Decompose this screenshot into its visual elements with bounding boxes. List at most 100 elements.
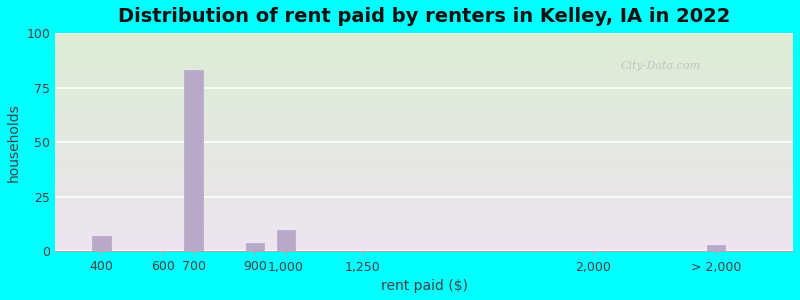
Bar [55,203,793,206]
Bar [55,177,793,179]
Bar [55,193,793,195]
Bar [55,35,793,38]
Bar [55,210,793,212]
Bar [55,155,793,158]
Bar [55,88,793,90]
Bar [55,125,793,127]
Bar [55,134,793,136]
Bar [55,149,793,151]
Bar [55,40,793,42]
Bar [55,79,793,81]
Bar [55,217,793,219]
Bar [55,77,793,79]
Bar [55,147,793,149]
Bar [55,57,793,59]
Bar [55,118,793,120]
Bar [55,232,793,234]
Bar [55,169,793,171]
Bar [55,144,793,147]
Bar [55,136,793,138]
Bar [55,96,793,99]
Bar [55,44,793,46]
Bar [55,120,793,123]
Bar [55,105,793,107]
Bar [55,99,793,101]
Bar [55,238,793,241]
Bar [55,66,793,68]
Bar [55,195,793,197]
Bar [55,221,793,223]
Bar [55,164,793,166]
Bar [55,70,793,72]
Bar [55,123,793,125]
Bar [55,230,793,232]
Bar [55,138,793,140]
Bar [55,151,793,153]
Bar [55,234,793,236]
Bar [55,206,793,208]
Bar [55,55,793,57]
Bar [55,186,793,188]
Bar [55,173,793,175]
Bar [55,94,793,96]
Text: City-Data.com: City-Data.com [620,61,700,71]
Bar [55,42,793,44]
Bar [55,112,793,114]
Bar [55,199,793,201]
Bar [55,114,793,116]
Bar [55,64,793,66]
Bar [55,142,793,144]
Bar [55,107,793,110]
Bar [277,230,295,251]
Bar [55,75,793,77]
Y-axis label: households: households [7,103,21,182]
Bar [55,243,793,245]
Bar [55,223,793,225]
Bar [55,92,793,94]
Bar [55,171,793,173]
Bar [707,245,726,251]
Bar [55,212,793,214]
Bar [55,188,793,190]
Bar [55,214,793,217]
Bar [55,48,793,50]
Bar [55,85,793,88]
X-axis label: rent paid ($): rent paid ($) [381,279,468,293]
Bar [55,131,793,134]
Bar [55,110,793,112]
Title: Distribution of rent paid by renters in Kelley, IA in 2022: Distribution of rent paid by renters in … [118,7,730,26]
Bar [55,179,793,182]
Bar [55,127,793,129]
Bar [55,129,793,131]
Bar [92,236,110,251]
Bar [55,68,793,70]
Bar [55,33,793,35]
Bar [55,236,793,239]
Bar [55,153,793,155]
Bar [55,160,793,162]
Bar [55,184,793,186]
Bar [55,225,793,227]
Bar [55,50,793,53]
Bar [55,46,793,48]
Bar [55,103,793,105]
Bar [55,61,793,64]
Bar [55,166,793,169]
Bar [55,38,793,40]
Bar [55,158,793,160]
Bar [55,101,793,103]
Bar [55,53,793,55]
Bar [55,162,793,164]
Bar [246,243,264,251]
Bar [55,59,793,62]
Bar [55,241,793,243]
Bar [55,219,793,221]
Bar [55,249,793,251]
Bar [55,175,793,177]
Bar [55,72,793,75]
Bar [184,70,203,251]
Bar [55,83,793,85]
Bar [55,227,793,230]
Bar [55,245,793,247]
Bar [55,182,793,184]
